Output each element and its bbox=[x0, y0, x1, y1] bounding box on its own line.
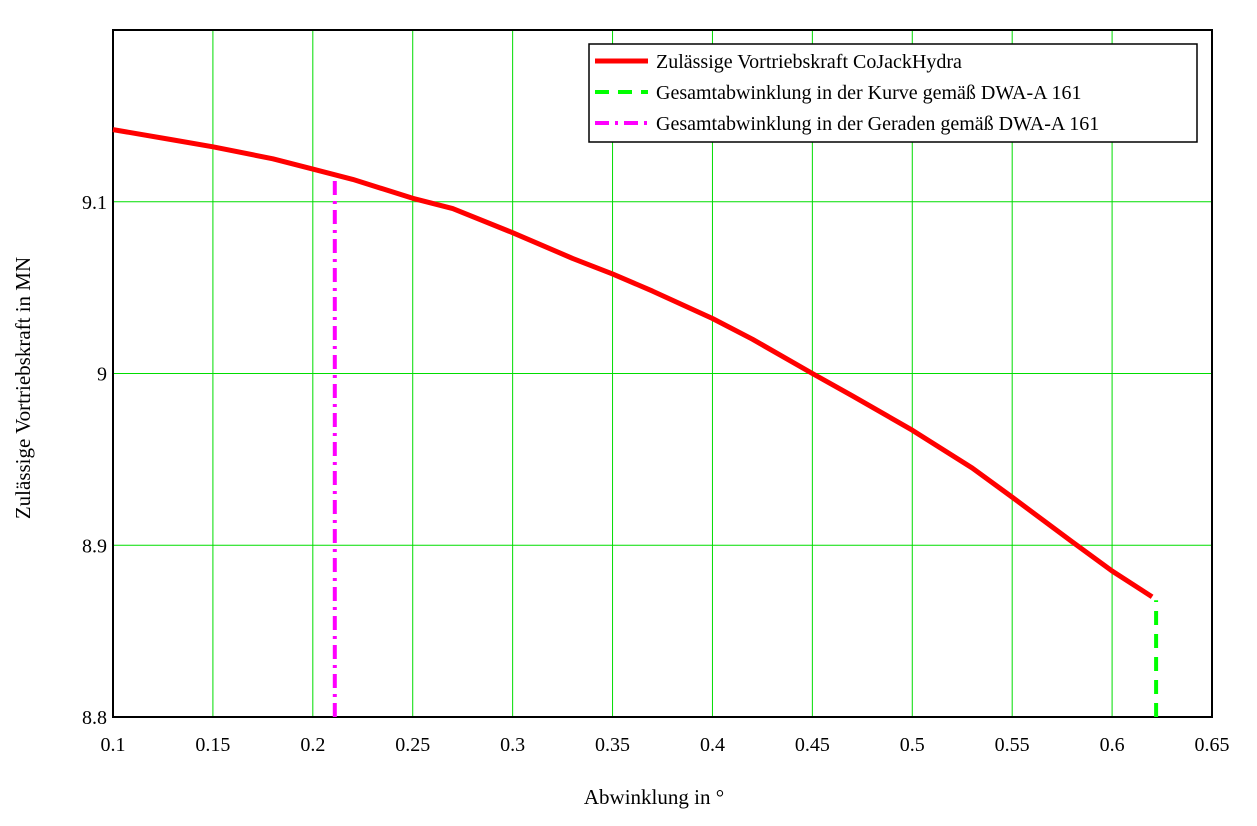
x-axis-label: Abwinklung in ° bbox=[584, 785, 724, 809]
legend-box bbox=[588, 43, 1198, 143]
y-tick-label: 8.8 bbox=[82, 707, 107, 729]
y-tick-label: 9.1 bbox=[82, 192, 107, 214]
plot-frame bbox=[112, 29, 1213, 718]
y-tick-labels: 8.8 8.9 9 9.1 bbox=[82, 192, 107, 729]
x-tick-label: 0.45 bbox=[795, 734, 830, 756]
y-tick-label: 9 bbox=[97, 364, 107, 386]
legend: Zulässige Vortriebskraft CoJackHydra Gesa… bbox=[588, 43, 1198, 143]
x-tick-label: 0.35 bbox=[595, 734, 630, 756]
x-tick-label: 0.2 bbox=[300, 734, 325, 756]
x-tick-label: 0.65 bbox=[1195, 734, 1230, 756]
x-tick-label: 0.55 bbox=[995, 734, 1030, 756]
y-tick-label: 8.9 bbox=[82, 535, 107, 557]
legend-label-1: Zulässige Vortriebskraft CoJackHydra bbox=[656, 51, 962, 73]
series-line-1 bbox=[112, 127, 1154, 599]
legend-label-3: Gesamtabwinklung in der Geraden gemäß DW… bbox=[656, 113, 1099, 135]
legend-label-2: Gesamtabwinklung in der Kurve gemäß DWA-… bbox=[656, 82, 1081, 104]
x-tick-label: 0.1 bbox=[101, 734, 126, 756]
x-tick-label: 0.15 bbox=[195, 734, 230, 756]
x-tick-label: 0.3 bbox=[500, 734, 525, 756]
x-tick-label: 0.25 bbox=[395, 734, 430, 756]
x-tick-label: 0.6 bbox=[1100, 734, 1125, 756]
x-tick-label: 0.4 bbox=[700, 734, 725, 756]
x-tick-labels: 0.1 0.15 0.2 0.25 0.3 0.35 0.4 0.45 0.5 0.55 0.6 0.… bbox=[101, 734, 1230, 756]
data-series bbox=[112, 127, 1159, 717]
y-axis-label: Zulässige Vortriebskraft in MN bbox=[11, 257, 35, 519]
x-tick-label: 0.5 bbox=[900, 734, 925, 756]
